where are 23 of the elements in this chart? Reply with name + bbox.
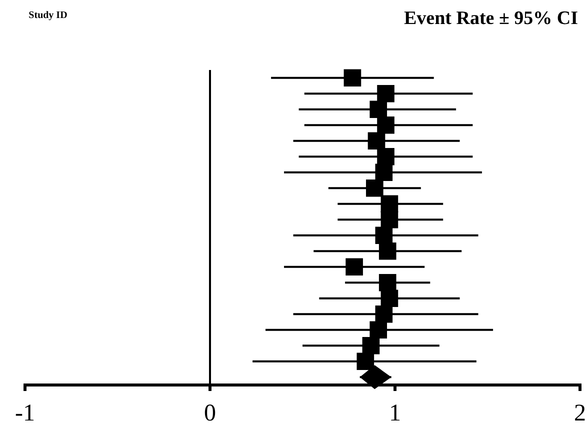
point bbox=[375, 305, 393, 323]
point bbox=[346, 258, 363, 276]
point bbox=[377, 116, 394, 134]
point bbox=[370, 321, 388, 339]
text: Event Rate ± 95% CI bbox=[404, 8, 578, 29]
x-tick-label: 0 bbox=[204, 400, 216, 426]
point bbox=[380, 210, 398, 228]
point bbox=[380, 195, 398, 213]
x-tick-label: -1 bbox=[15, 400, 35, 426]
point bbox=[380, 290, 398, 308]
point bbox=[375, 226, 393, 244]
point bbox=[356, 352, 374, 370]
x-tick-label: 1 bbox=[389, 400, 401, 426]
point bbox=[368, 132, 386, 150]
point bbox=[362, 336, 380, 354]
x-tick-label: 2 bbox=[574, 400, 586, 426]
text: Study ID bbox=[28, 10, 68, 21]
point bbox=[344, 69, 362, 87]
point bbox=[370, 100, 388, 118]
point bbox=[375, 164, 393, 182]
point bbox=[366, 179, 384, 197]
point bbox=[377, 84, 394, 102]
point bbox=[378, 242, 396, 260]
